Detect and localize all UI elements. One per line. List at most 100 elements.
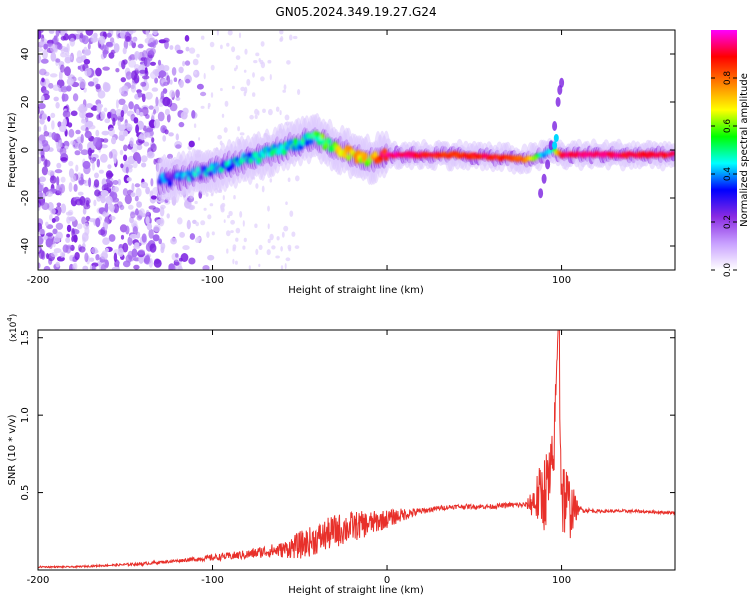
- noise-speckle: [38, 200, 42, 208]
- noise-speckle: [140, 81, 147, 87]
- noise-speckle: [144, 255, 150, 264]
- noise-speckle: [285, 201, 288, 205]
- noise-speckle: [100, 263, 106, 270]
- noise-speckle: [136, 144, 143, 151]
- noise-speckle: [80, 134, 84, 144]
- noise-speckle: [182, 60, 186, 67]
- noise-speckle: [38, 140, 43, 150]
- noise-speckle: [68, 128, 75, 138]
- noise-speckle: [119, 204, 125, 211]
- snr-frame: [37, 329, 676, 571]
- noise-speckle: [82, 207, 87, 215]
- noise-speckle: [105, 195, 113, 206]
- noise-speckle: [87, 141, 94, 151]
- figure-title: GN05.2024.349.19.27.G24: [275, 5, 436, 19]
- noise-speckle: [239, 211, 243, 218]
- noise-speckle: [56, 176, 60, 186]
- noise-speckle: [87, 147, 93, 156]
- colorbar-tick-label: 0.2: [723, 215, 733, 229]
- noise-speckle: [39, 68, 47, 76]
- noise-speckle: [280, 246, 283, 252]
- noise-speckle: [217, 134, 223, 140]
- noise-speckle: [52, 239, 56, 248]
- noise-speckle: [38, 249, 45, 260]
- noise-speckle: [38, 47, 44, 52]
- noise-speckle: [288, 247, 292, 252]
- noise-speckle: [209, 203, 214, 207]
- noise-speckle: [73, 234, 78, 243]
- noise-speckle: [106, 32, 112, 38]
- noise-speckle: [150, 195, 157, 200]
- noise-speckle: [138, 134, 145, 141]
- noise-speckle: [82, 265, 89, 270]
- ridge-spike-group: [538, 77, 565, 199]
- noise-speckle: [295, 175, 300, 182]
- noise-speckle: [96, 136, 102, 146]
- snr-multiplier-base: (x10: [9, 321, 19, 342]
- noise-speckle: [148, 105, 154, 110]
- noise-speckle: [38, 184, 44, 193]
- snr-x-label: Height of straight line (km): [288, 585, 424, 596]
- noise-speckle: [166, 113, 171, 123]
- noise-speckle: [279, 110, 282, 116]
- x-tick-label: -100: [201, 575, 224, 586]
- noise-speckle: [145, 30, 149, 36]
- noise-speckle: [42, 143, 51, 152]
- noise-speckle: [117, 178, 122, 186]
- noise-speckle: [129, 255, 135, 262]
- noise-speckle: [162, 135, 167, 142]
- noise-speckle: [38, 149, 42, 155]
- noise-speckle: [108, 204, 115, 212]
- noise-speckle: [228, 210, 233, 217]
- noise-speckle: [104, 203, 109, 213]
- noise-speckle: [120, 234, 125, 240]
- noise-speckle: [109, 215, 116, 221]
- noise-speckle: [150, 61, 156, 66]
- snr-y-label: SNR (10 * v/v): [7, 414, 18, 485]
- noise-speckle: [284, 263, 287, 270]
- noise-speckle: [100, 252, 109, 260]
- noise-speckle: [118, 98, 126, 106]
- noise-speckle: [59, 125, 67, 133]
- noise-speckle: [235, 227, 241, 234]
- noise-speckle: [105, 247, 109, 253]
- noise-speckle: [135, 187, 142, 198]
- noise-speckle: [125, 71, 132, 80]
- noise-speckle: [59, 146, 67, 156]
- noise-speckle: [60, 30, 66, 37]
- noise-speckle: [153, 119, 160, 129]
- y-tick-label: 0: [20, 147, 31, 153]
- spectrogram-y-label: Frequency (Hz): [7, 112, 18, 188]
- noise-speckle: [49, 73, 58, 78]
- noise-speckle: [244, 48, 248, 55]
- noise-speckle: [94, 172, 99, 179]
- noise-speckle: [133, 117, 139, 124]
- noise-speckle: [246, 78, 251, 86]
- noise-speckle: [117, 115, 124, 122]
- noise-speckle: [131, 182, 135, 193]
- noise-speckle: [119, 87, 125, 95]
- noise-speckle: [155, 96, 159, 107]
- noise-speckle: [105, 178, 111, 183]
- noise-speckle: [75, 164, 79, 172]
- ridge-mark: [308, 138, 314, 145]
- noise-speckle: [102, 66, 110, 71]
- noise-speckle: [43, 265, 51, 270]
- noise-speckle: [110, 37, 115, 43]
- noise-speckle: [45, 191, 54, 197]
- x-tick-label: 0: [384, 575, 390, 586]
- noise-speckle: [122, 59, 128, 65]
- noise-speckle: [47, 170, 55, 176]
- noise-speckle: [72, 262, 78, 270]
- noise-speckle: [123, 154, 128, 162]
- noise-speckle: [146, 222, 153, 231]
- noise-speckle: [113, 252, 118, 263]
- noise-speckle: [107, 111, 112, 119]
- noise-speckle: [132, 160, 138, 169]
- noise-speckle: [226, 42, 230, 47]
- noise-speckle: [95, 129, 100, 137]
- noise-speckle: [255, 248, 259, 255]
- noise-speckle: [287, 177, 291, 183]
- ridge-mark: [208, 170, 213, 177]
- noise-speckle: [184, 60, 191, 66]
